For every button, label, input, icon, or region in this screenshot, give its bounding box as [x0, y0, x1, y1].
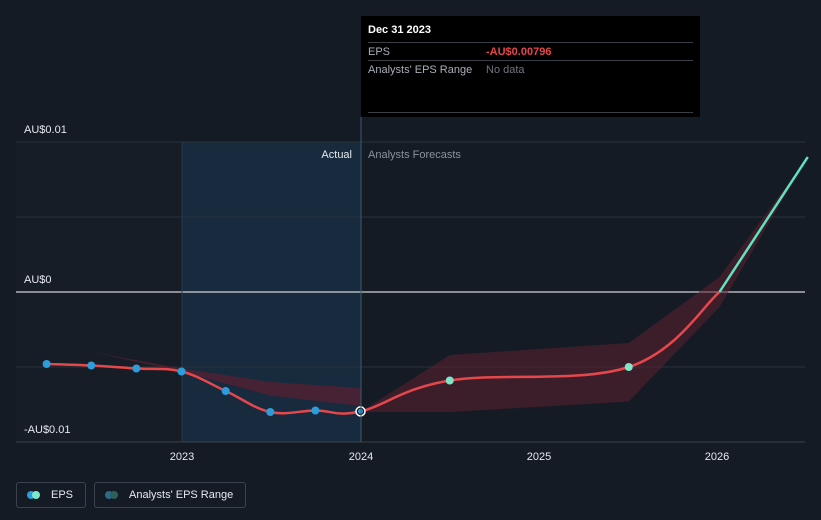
legend-eps-toggle[interactable]: EPS: [16, 482, 87, 508]
x-tick-label: 2024: [349, 451, 373, 463]
tooltip-eps-row: EPS -AU$0.00796: [368, 42, 693, 60]
tooltip-eps-value: -AU$0.00796: [486, 46, 552, 58]
eps-point[interactable]: [311, 406, 320, 415]
forecast-eps-range-band: [360, 157, 808, 412]
eps-legend-icon: [27, 491, 43, 499]
eps-point[interactable]: [42, 360, 51, 368]
range-legend-icon: [105, 491, 121, 499]
y-axis-labels: AU$0.01 AU$0 -AU$0.01: [24, 124, 70, 436]
x-tick-label: 2026: [705, 451, 729, 463]
tooltip: Dec 31 2023 EPS -AU$0.00796 Analysts' EP…: [361, 16, 700, 117]
tooltip-eps-label: EPS: [368, 46, 391, 58]
tooltip-range-row: Analysts' EPS Range No data: [368, 60, 693, 113]
eps-point[interactable]: [624, 363, 633, 371]
y-tick-label: AU$0: [24, 274, 52, 286]
x-axis-labels: 2023 2024 2025 2026: [170, 451, 729, 463]
y-tick-label: -AU$0.01: [24, 424, 70, 436]
x-tick-label: 2023: [170, 451, 194, 463]
legend-range-label: Analysts' EPS Range: [129, 489, 234, 501]
legend-eps-label: EPS: [51, 489, 74, 501]
legend: EPS Analysts' EPS Range: [16, 482, 247, 508]
y-tick-label: AU$0.01: [24, 124, 67, 136]
grid-lines: [16, 141, 805, 443]
legend-range-toggle[interactable]: Analysts' EPS Range: [94, 482, 247, 508]
eps-point[interactable]: [177, 367, 186, 376]
eps-point[interactable]: [445, 376, 454, 385]
x-tick-label: 2025: [527, 451, 551, 463]
eps-line-positive: [718, 156, 809, 293]
tooltip-date: Dec 31 2023: [368, 24, 431, 36]
tooltip-range-label: Analysts' EPS Range: [368, 64, 473, 76]
actual-label: Actual: [321, 149, 352, 161]
eps-points: [42, 360, 633, 417]
eps-point[interactable]: [266, 408, 275, 416]
past-eps-range-band: [91, 352, 361, 406]
forecast-label: Analysts Forecasts: [368, 149, 461, 161]
eps-point[interactable]: [87, 361, 96, 370]
eps-point[interactable]: [132, 364, 141, 373]
tooltip-range-value: No data: [486, 64, 525, 76]
eps-point[interactable]: [221, 387, 230, 395]
